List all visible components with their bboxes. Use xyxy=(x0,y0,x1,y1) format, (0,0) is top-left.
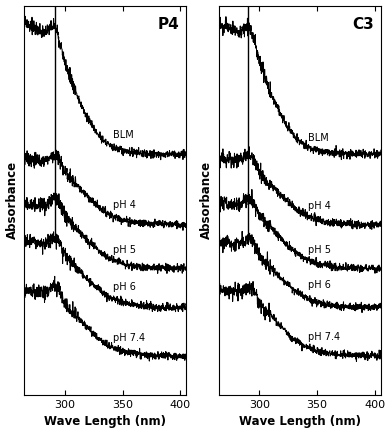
Text: C3: C3 xyxy=(352,17,374,32)
Text: pH 4: pH 4 xyxy=(113,200,136,210)
Y-axis label: Absorbance: Absorbance xyxy=(200,161,213,240)
Text: P4: P4 xyxy=(158,17,180,32)
Text: pH 4: pH 4 xyxy=(308,201,331,210)
Text: pH 7.4: pH 7.4 xyxy=(113,333,145,343)
Text: pH 6: pH 6 xyxy=(308,280,331,290)
Text: BLM: BLM xyxy=(308,133,328,143)
Text: pH 7.4: pH 7.4 xyxy=(308,332,340,342)
Text: pH 5: pH 5 xyxy=(113,246,136,256)
X-axis label: Wave Length (nm): Wave Length (nm) xyxy=(239,415,361,428)
Y-axis label: Absorbance: Absorbance xyxy=(5,161,18,240)
X-axis label: Wave Length (nm): Wave Length (nm) xyxy=(44,415,166,428)
Text: pH 6: pH 6 xyxy=(113,283,136,293)
Text: BLM: BLM xyxy=(113,130,134,140)
Text: pH 5: pH 5 xyxy=(308,245,331,255)
